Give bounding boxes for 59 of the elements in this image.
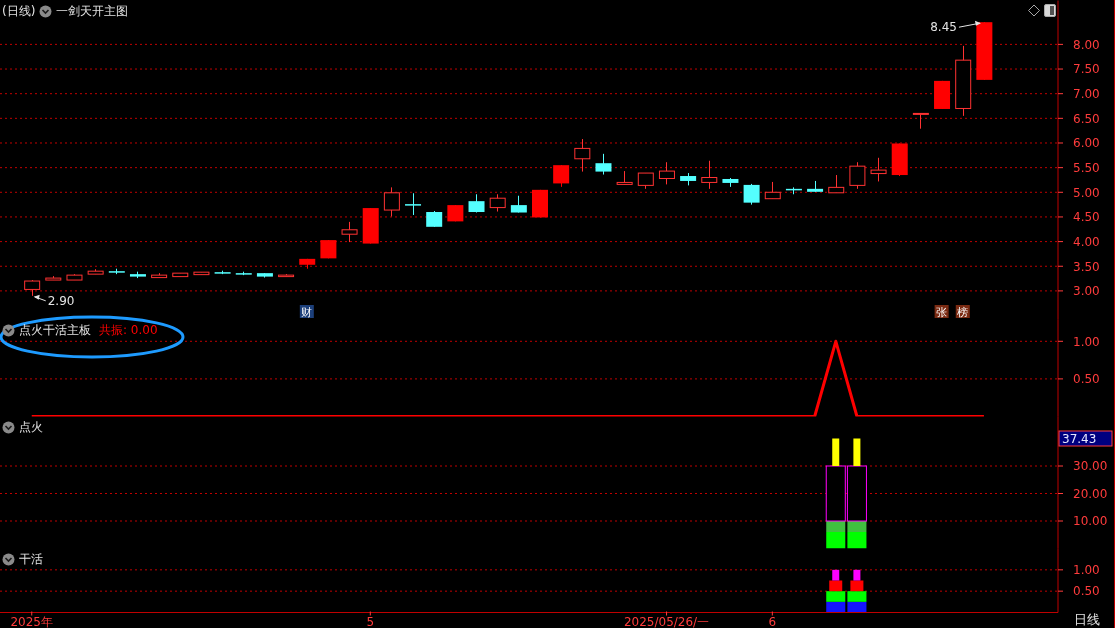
- y-tick-label: 1.00: [1073, 563, 1100, 578]
- bar: [826, 601, 846, 613]
- y-tick-label: 5.50: [1073, 160, 1100, 175]
- candlestick: [468, 193, 485, 214]
- y-tick-label: 0.50: [1073, 372, 1100, 387]
- bar: [853, 569, 861, 581]
- candlestick: [870, 157, 887, 182]
- candlestick: [701, 160, 718, 190]
- candlestick: [553, 164, 570, 188]
- y-tick-label: 6.00: [1073, 136, 1100, 151]
- y-tick-label: 6.50: [1073, 111, 1100, 126]
- bar: [826, 591, 846, 602]
- candlestick: [574, 138, 591, 173]
- y-tick-label: 8.00: [1073, 37, 1100, 52]
- y-tick-label: 5.00: [1073, 185, 1100, 200]
- bar: [847, 591, 867, 602]
- candlestick: [595, 153, 612, 176]
- y-tick-label: 30.00: [1073, 459, 1108, 474]
- y-tick-label: 4.50: [1073, 210, 1100, 225]
- bar: [847, 521, 867, 532]
- chart-title: (日线): [2, 4, 36, 18]
- bar: [826, 521, 846, 532]
- bar: [847, 532, 867, 549]
- x-tick-label: 6: [768, 614, 777, 628]
- y-tick-label: 1.00: [1073, 334, 1100, 349]
- bar: [829, 580, 843, 592]
- y-tick-label: 3.00: [1073, 284, 1100, 299]
- candlestick: [849, 161, 866, 190]
- bar: [826, 532, 846, 549]
- bar: [832, 569, 840, 581]
- chart-title: 点火干活主板: [19, 323, 91, 337]
- chart-subtitle: 一剑天开主图: [56, 4, 129, 18]
- text: 共振: [99, 323, 123, 337]
- bar: [853, 438, 861, 466]
- bar: [847, 601, 867, 613]
- text: 37.43: [1062, 432, 1097, 446]
- y-tick-label: 7.50: [1073, 62, 1100, 77]
- y-tick-label: 0.50: [1073, 584, 1100, 599]
- candlestick: [341, 221, 358, 243]
- y-tick-label: 7.00: [1073, 86, 1100, 101]
- y-tick-label: 3.50: [1073, 259, 1100, 274]
- annotation: 8.45: [930, 20, 957, 35]
- candlestick: [405, 192, 422, 216]
- chart-title: 点火: [19, 420, 43, 434]
- annotation: 2.90: [47, 293, 75, 308]
- candlestick: [658, 161, 675, 185]
- y-tick-label: 20.00: [1073, 486, 1108, 501]
- bar: [850, 580, 864, 592]
- x-tick-label: 5: [366, 614, 375, 628]
- text: 日线: [1074, 612, 1100, 627]
- y-tick-label: 4.00: [1073, 234, 1100, 249]
- candlestick: [743, 183, 760, 206]
- x-tick-label: 2025/05/26/一: [623, 614, 710, 628]
- candlestick: [912, 112, 929, 130]
- candlestick: [383, 186, 400, 217]
- x-tick-label: 2025年: [10, 614, 54, 628]
- bar: [832, 438, 840, 466]
- chart-title: 干活: [19, 552, 43, 566]
- y-tick-label: 10.00: [1073, 514, 1108, 529]
